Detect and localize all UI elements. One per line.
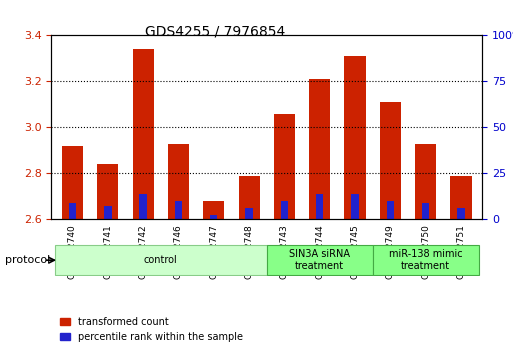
Bar [69, 204, 76, 219]
Bar [351, 194, 359, 219]
Bar [450, 176, 471, 219]
Text: control: control [144, 255, 177, 265]
Bar [415, 144, 436, 219]
Bar [422, 204, 429, 219]
Bar [104, 206, 111, 219]
Bar [210, 215, 218, 219]
Text: protocol: protocol [5, 255, 50, 265]
Bar [168, 144, 189, 219]
FancyBboxPatch shape [55, 245, 267, 275]
Bar [97, 164, 119, 219]
Bar [344, 56, 366, 219]
Bar [245, 208, 253, 219]
Bar [140, 194, 147, 219]
Bar [203, 201, 224, 219]
FancyBboxPatch shape [373, 245, 479, 275]
Bar [309, 79, 330, 219]
Bar [175, 201, 182, 219]
Bar [316, 194, 324, 219]
Legend: transformed count, percentile rank within the sample: transformed count, percentile rank withi… [56, 313, 246, 346]
Text: miR-138 mimic
treatment: miR-138 mimic treatment [389, 249, 463, 271]
Text: SIN3A siRNA
treatment: SIN3A siRNA treatment [289, 249, 350, 271]
Bar [62, 146, 83, 219]
Bar [380, 102, 401, 219]
FancyBboxPatch shape [267, 245, 373, 275]
Bar [387, 201, 394, 219]
Bar [274, 114, 295, 219]
Bar [239, 176, 260, 219]
Bar [132, 49, 154, 219]
Bar [457, 208, 465, 219]
Text: GDS4255 / 7976854: GDS4255 / 7976854 [145, 25, 286, 39]
Bar [281, 201, 288, 219]
